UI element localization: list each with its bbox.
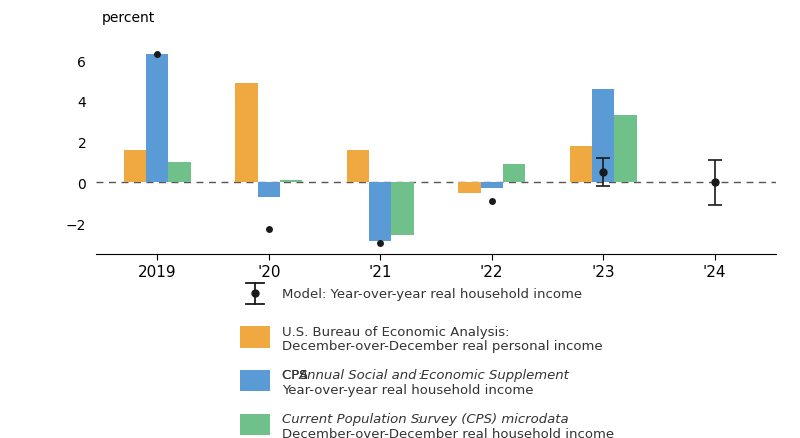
Text: Year-over-year real household income: Year-over-year real household income: [282, 384, 534, 396]
Text: Current Population Survey (CPS) microdata: Current Population Survey (CPS) microdat…: [282, 413, 569, 425]
Text: :: :: [417, 413, 421, 425]
Bar: [481, 183, 503, 189]
Bar: [570, 146, 592, 183]
Bar: [391, 183, 414, 236]
Text: December-over-December real personal income: December-over-December real personal inc…: [282, 340, 603, 353]
Text: :: :: [418, 369, 422, 381]
Text: U.S. Bureau of Economic Analysis:: U.S. Bureau of Economic Analysis:: [282, 325, 510, 338]
Bar: [592, 89, 614, 183]
Bar: [280, 181, 302, 183]
Bar: [235, 84, 258, 183]
Bar: [258, 183, 280, 197]
Bar: [614, 116, 637, 183]
Text: CPS: CPS: [282, 369, 312, 381]
Bar: [124, 151, 146, 183]
Bar: [169, 162, 190, 183]
Text: Annual Social and Economic Supplement: Annual Social and Economic Supplement: [299, 369, 570, 381]
Text: percent: percent: [102, 11, 155, 25]
Text: CPS: CPS: [282, 369, 312, 381]
Text: December-over-December real household income: December-over-December real household in…: [282, 427, 614, 438]
Bar: [458, 183, 481, 193]
Bar: [347, 151, 369, 183]
Bar: [503, 165, 525, 183]
Text: Model: Year-over-year real household income: Model: Year-over-year real household inc…: [282, 287, 582, 300]
Bar: [146, 55, 169, 183]
Bar: [369, 183, 391, 242]
